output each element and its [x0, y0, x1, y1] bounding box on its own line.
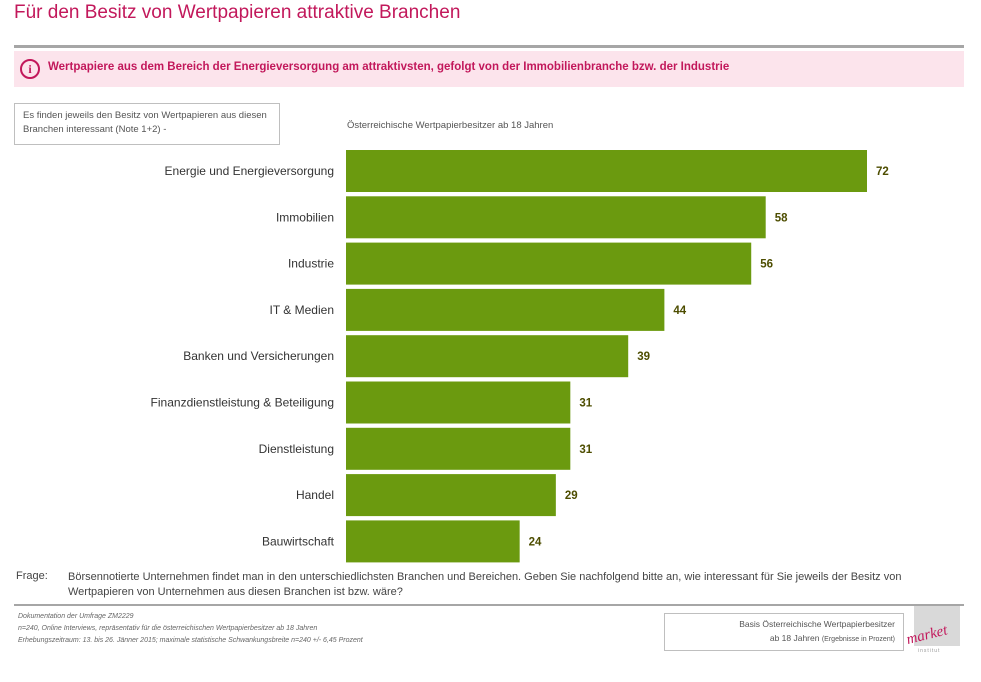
question-text: Börsennotierte Unternehmen findet man in…: [68, 571, 902, 598]
bar: [346, 150, 867, 192]
bar: [346, 427, 571, 470]
value-label: 29: [565, 490, 578, 502]
title-divider: [14, 45, 964, 48]
question-note-text: Es finden jeweils den Besitz von Wertpap…: [23, 110, 267, 135]
logo-background: [914, 606, 960, 646]
survey-sample-line: n=240, Online Interviews, repräsentativ …: [18, 625, 318, 632]
value-label: 58: [775, 212, 788, 224]
question-label: Frage:: [16, 570, 48, 582]
series-label: Österreichische Wertpapierbesitzer ab 18…: [347, 120, 554, 131]
basis-box: Basis Österreichische Wertpapierbesitzer…: [664, 613, 904, 651]
category-label: Immobilien: [276, 210, 334, 224]
key-finding-text: Wertpapiere aus dem Bereich der Energiev…: [48, 61, 730, 73]
page-title: Für den Besitz von Wertpapieren attrakti…: [14, 2, 461, 23]
value-label: 39: [637, 351, 650, 363]
value-label: 31: [579, 398, 592, 410]
bar: [346, 242, 752, 285]
value-label: 56: [760, 259, 773, 271]
basis-unit-note: (Ergebnisse in Prozent): [821, 636, 895, 643]
basis-age: ab 18 Jahren: [769, 633, 820, 643]
survey-doc-line: Dokumentation der Umfrage ZM2229: [18, 613, 134, 620]
bar: [346, 520, 520, 563]
footer-divider: [14, 604, 964, 606]
bar: [346, 196, 766, 239]
basis-subtext: ab 18 Jahren (Ergebnisse in Prozent): [770, 633, 895, 643]
basis-text: Basis Österreichische Wertpapierbesitzer: [739, 619, 895, 629]
market-institut-logo: market institut: [905, 606, 960, 654]
bar: [346, 474, 556, 517]
category-label: Energie und Energieversorgung: [165, 164, 334, 178]
bar: [346, 288, 665, 331]
category-label: Banken und Versicherungen: [183, 349, 334, 363]
value-label: 31: [579, 444, 592, 456]
value-label: 24: [529, 536, 542, 548]
survey-period-line: Erhebungszeitraum: 13. bis 26. Jänner 20…: [18, 637, 363, 644]
category-label: Dienstleistung: [259, 442, 334, 456]
key-finding-banner: i Wertpapiere aus dem Bereich der Energi…: [14, 51, 964, 87]
survey-documentation: Dokumentation der Umfrage ZM2229 n=240, …: [18, 611, 363, 647]
question-note-box: Es finden jeweils den Besitz von Wertpap…: [14, 103, 280, 145]
value-label: 44: [673, 305, 686, 317]
category-label: Finanzdienstleistung & Beteiligung: [151, 396, 334, 410]
category-label: Bauwirtschaft: [262, 534, 335, 548]
bar: [346, 381, 571, 424]
value-label: 72: [876, 166, 889, 178]
category-label: Industrie: [288, 257, 334, 271]
info-icon: i: [20, 59, 40, 79]
category-label: Handel: [296, 488, 334, 502]
category-label: IT & Medien: [270, 303, 334, 317]
bar: [346, 335, 629, 378]
logo-subtext: institut: [918, 648, 940, 654]
